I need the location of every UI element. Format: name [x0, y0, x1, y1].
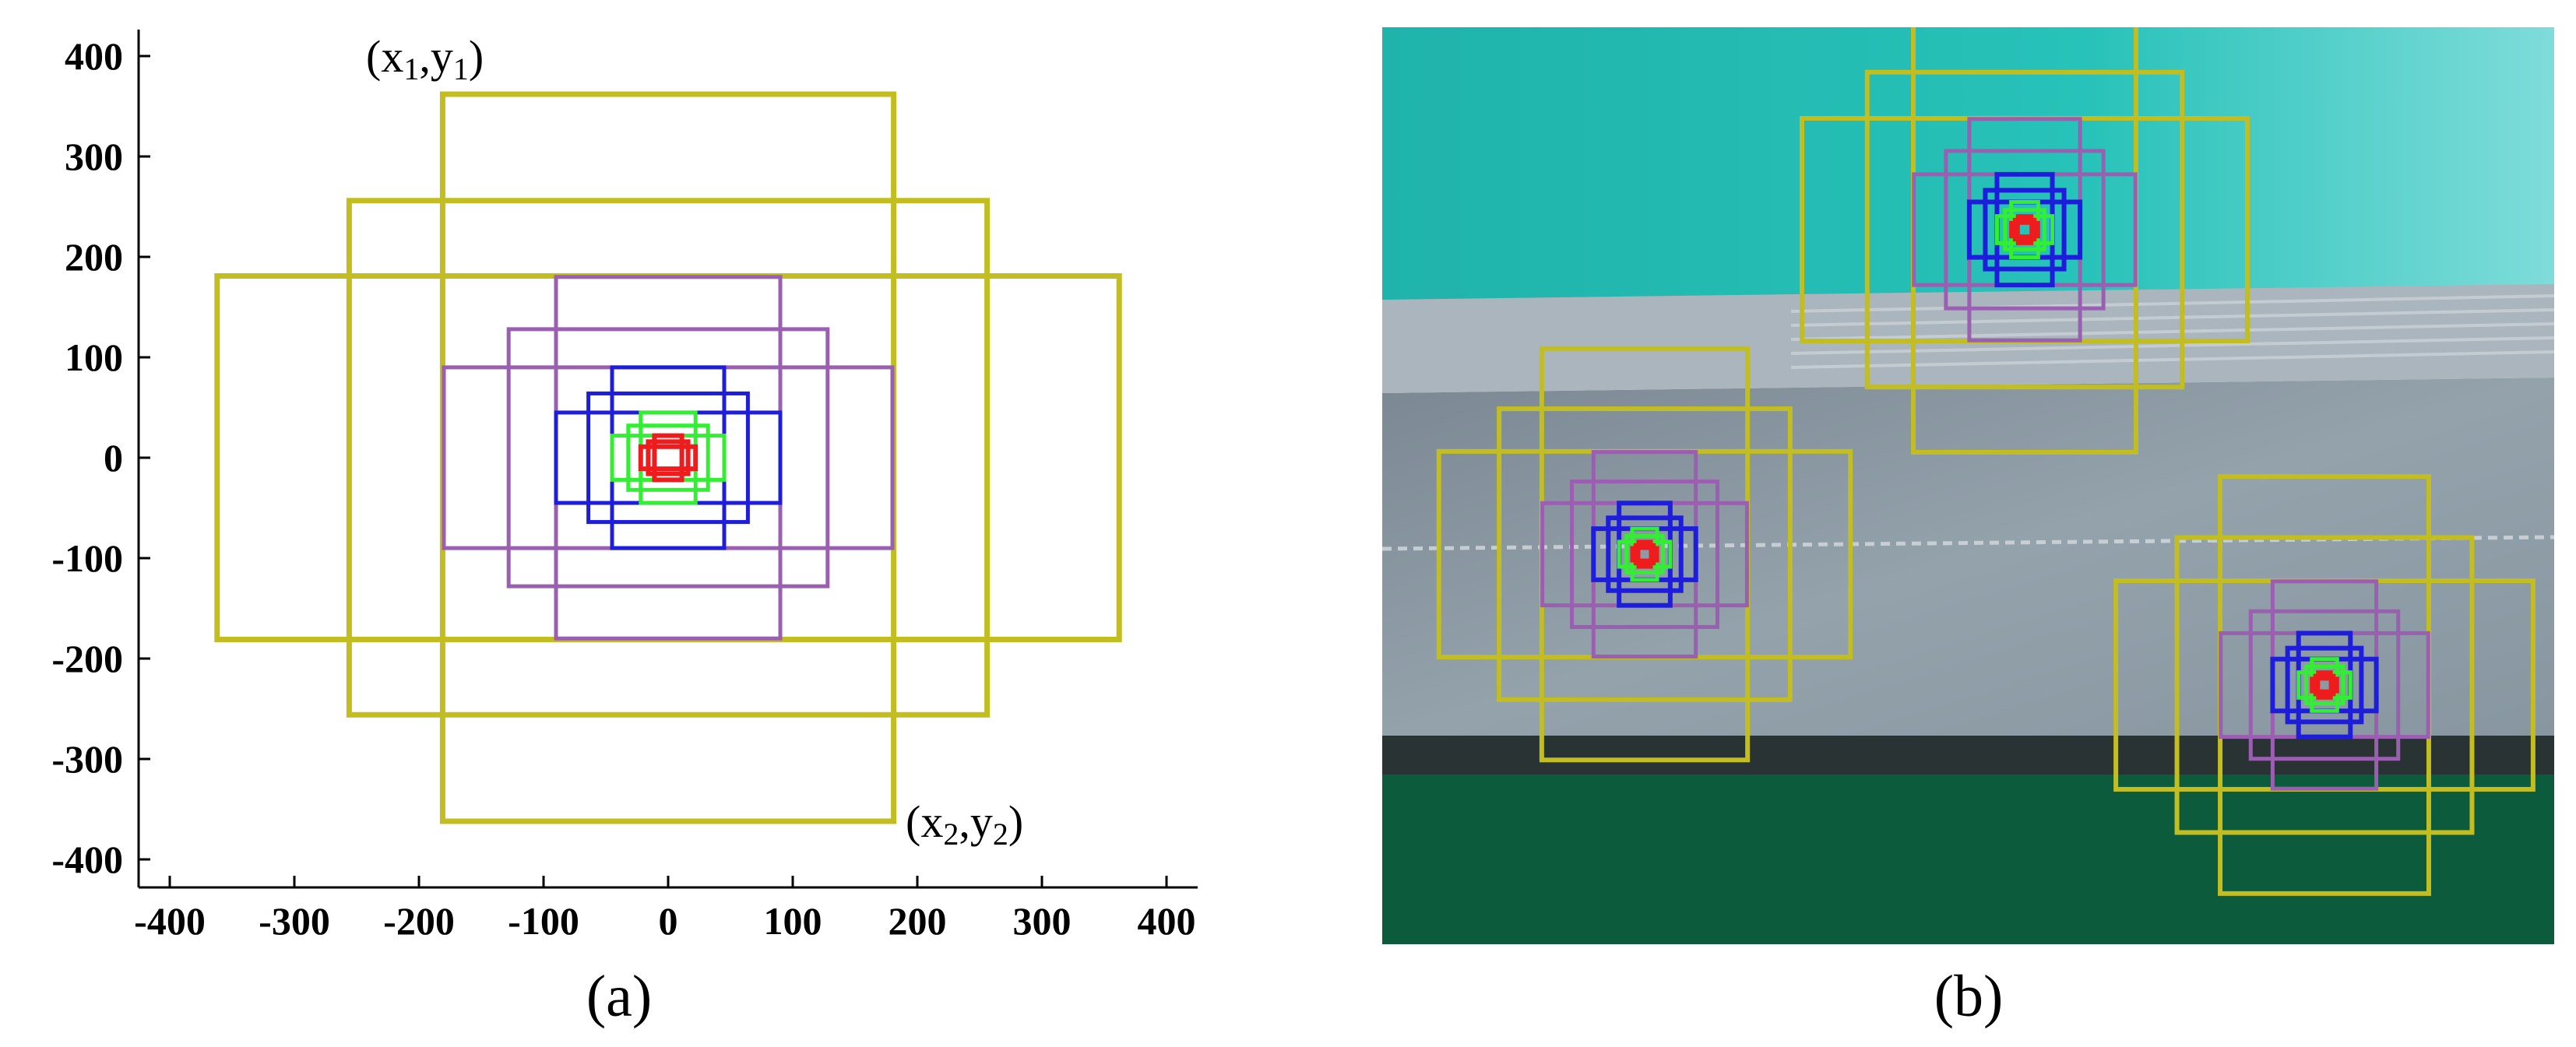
photo-anchor-box: [1983, 188, 2067, 272]
photo-anchor-box: [1630, 546, 1659, 563]
x-tick-label: -200: [383, 899, 455, 943]
caption-b: (b): [1934, 964, 2004, 1029]
y-tick-label: 0: [104, 436, 123, 480]
photo-anchor-box: [1633, 543, 1656, 566]
photo-anchor-box: [1636, 539, 1653, 569]
photo-anchor-box: [2310, 676, 2339, 694]
anchor-box: [626, 423, 710, 492]
y-tick-label: 100: [65, 336, 123, 379]
x-tick-label: 400: [1138, 899, 1196, 943]
photo-anchor-box: [1624, 534, 1665, 574]
photo-anchor-box: [2012, 217, 2037, 242]
corner-label-top-left: (x1,y1): [366, 31, 484, 86]
photo-anchor-box: [1864, 69, 2185, 390]
photo-anchor-box: [1944, 149, 2106, 311]
anchor-boxes: [214, 91, 1122, 824]
photo-anchor-box: [2303, 664, 2345, 706]
photo-anchor-box: [2003, 208, 2046, 251]
photo-anchor-box: [1570, 480, 1719, 629]
photo-anchor-box: [2174, 535, 2475, 835]
y-axis-ticks: 400 300 200 100 0 -100 -200 -300 -400: [51, 34, 150, 881]
rail-stripes: [1790, 294, 2554, 369]
x-tick-label: 0: [659, 899, 678, 943]
photo-anchor-box: [2248, 609, 2401, 761]
photo-anchor-box: [2316, 670, 2333, 700]
y-tick-label: -200: [51, 637, 123, 680]
y-tick-label: 300: [65, 135, 123, 178]
anchor-box: [346, 198, 991, 718]
x-tick-label: 300: [1013, 899, 1072, 943]
detection-photo: [1382, 27, 2554, 944]
x-tick-label: -400: [134, 899, 206, 943]
photo-anchor-box: [2313, 673, 2336, 697]
x-tick-label: -100: [508, 899, 579, 943]
photo-anchor-box: [2009, 220, 2040, 239]
photo-ground: [1382, 775, 2554, 944]
anchor-box: [586, 391, 750, 525]
y-tick-label: 200: [65, 235, 123, 279]
x-axis-ticks: -400 -300 -200 -100 0 100 200 300 400: [134, 876, 1196, 943]
photo-panel: [1382, 378, 2554, 740]
photo-anchor-box: [1606, 515, 1684, 593]
anchor-box: [638, 444, 699, 472]
y-tick-label: -300: [51, 737, 123, 781]
caption-a: (a): [586, 964, 652, 1029]
x-tick-label: 100: [764, 899, 822, 943]
x-tick-label: -300: [259, 899, 330, 943]
photo-anchor-box: [2015, 214, 2034, 245]
y-tick-label: 400: [65, 34, 123, 78]
photo-anchor-box: [2285, 645, 2364, 725]
photo-anchor-boxes: [1436, 27, 2536, 896]
y-tick-label: -400: [51, 838, 123, 881]
photo-anchor-box: [1497, 406, 1793, 702]
corner-label-bottom-right: (x2,y2): [906, 796, 1023, 852]
anchor-box: [646, 439, 691, 476]
anchor-box: [506, 327, 830, 588]
y-tick-label: -100: [51, 536, 123, 580]
anchor-box: [652, 433, 684, 483]
x-tick-label: 200: [889, 899, 947, 943]
seam-line: [1382, 535, 2554, 551]
anchor-diagram: -400 -300 -200 -100 0 100 200 300 400 400 300 200 1…: [51, 30, 1198, 1029]
